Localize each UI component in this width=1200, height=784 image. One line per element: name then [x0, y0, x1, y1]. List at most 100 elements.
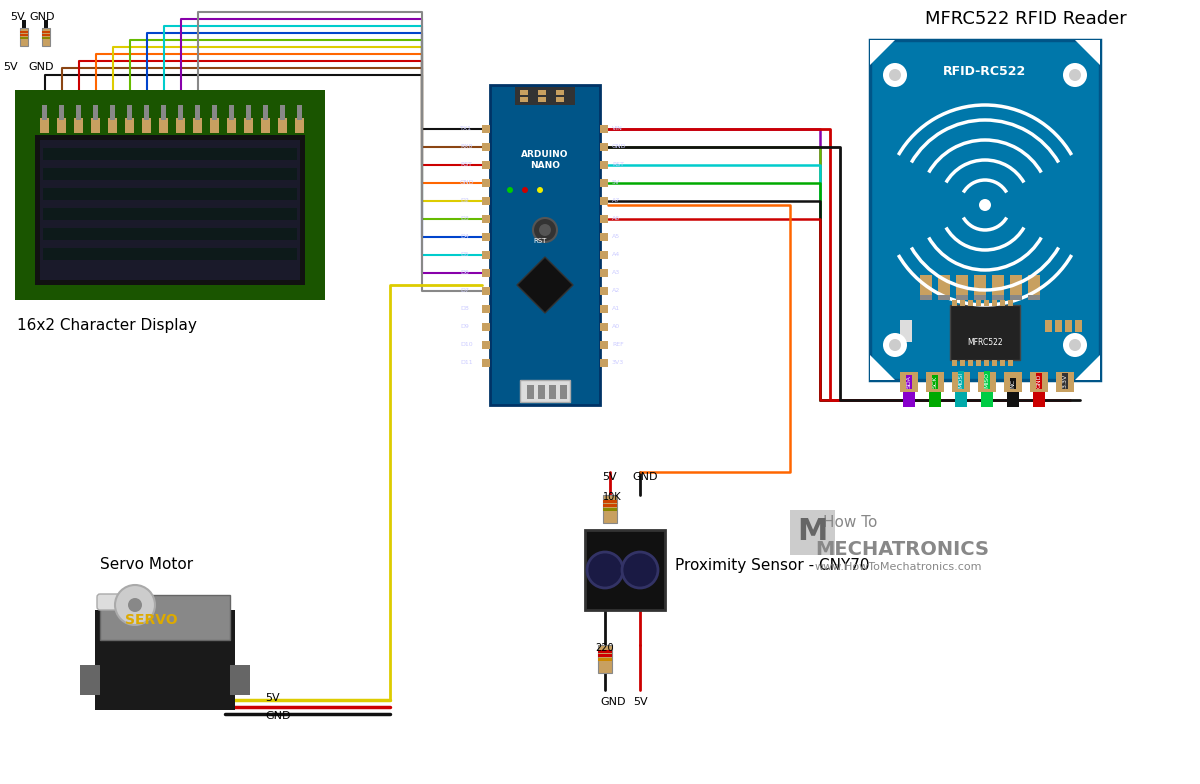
Bar	[984, 300, 989, 306]
Bar	[43, 168, 298, 180]
Text: GND: GND	[1037, 373, 1042, 388]
Bar	[22, 20, 26, 28]
Bar	[900, 372, 918, 392]
Bar	[920, 295, 932, 300]
Bar	[100, 595, 230, 640]
Text: D5: D5	[460, 252, 469, 257]
Bar	[176, 118, 185, 133]
Bar	[298, 105, 302, 120]
Text: A2: A2	[612, 288, 620, 293]
Text: D7: D7	[460, 288, 469, 293]
Bar	[94, 105, 98, 120]
Bar	[20, 28, 28, 46]
Bar	[482, 323, 490, 331]
Bar	[604, 500, 617, 503]
Bar	[527, 385, 534, 399]
Text: Proximity Sensor - CNY70: Proximity Sensor - CNY70	[674, 558, 870, 573]
Bar	[144, 105, 149, 120]
Circle shape	[1063, 63, 1087, 87]
Text: 5V: 5V	[634, 697, 648, 707]
Bar	[790, 510, 835, 555]
Circle shape	[1069, 69, 1081, 81]
Bar	[1008, 360, 1013, 366]
Bar	[938, 275, 950, 295]
Circle shape	[539, 224, 551, 236]
Bar	[482, 305, 490, 313]
Bar	[956, 295, 968, 300]
Text: ARDUINO: ARDUINO	[521, 150, 569, 159]
Bar	[20, 31, 28, 33]
Bar	[982, 392, 994, 407]
Bar	[482, 359, 490, 367]
Bar	[550, 385, 556, 399]
Bar	[598, 650, 612, 653]
Text: GND: GND	[612, 144, 626, 149]
Text: M: M	[797, 517, 827, 546]
Text: SERVO: SERVO	[125, 613, 178, 627]
Circle shape	[128, 598, 142, 612]
Bar	[598, 654, 612, 657]
Text: D8: D8	[460, 306, 469, 311]
Bar	[960, 300, 965, 306]
Bar	[556, 90, 564, 95]
Bar	[482, 143, 490, 151]
Bar	[482, 125, 490, 133]
Text: RST: RST	[460, 162, 472, 167]
Bar	[956, 275, 968, 295]
Bar	[598, 645, 612, 673]
Bar	[600, 251, 608, 259]
Bar	[600, 233, 608, 241]
Bar	[604, 495, 617, 523]
Bar	[490, 85, 600, 405]
Bar	[110, 105, 115, 120]
Bar	[926, 372, 944, 392]
Bar	[42, 105, 47, 120]
Bar	[14, 90, 325, 300]
Circle shape	[522, 187, 528, 193]
Bar	[1000, 300, 1006, 306]
Bar	[40, 140, 300, 280]
Bar	[992, 295, 1004, 300]
Bar	[600, 305, 608, 313]
Bar	[929, 392, 941, 407]
Text: MOSI: MOSI	[959, 372, 964, 388]
Bar	[978, 372, 996, 392]
Bar	[43, 148, 298, 160]
Circle shape	[622, 552, 658, 588]
Bar	[482, 341, 490, 349]
Text: A1: A1	[612, 306, 620, 311]
Bar	[992, 275, 1004, 295]
Bar	[600, 323, 608, 331]
Bar	[604, 504, 617, 507]
Text: MFRC522 RFID Reader: MFRC522 RFID Reader	[925, 10, 1127, 28]
Circle shape	[533, 218, 557, 242]
Bar	[43, 248, 298, 260]
Text: D2: D2	[460, 198, 469, 203]
Bar	[262, 118, 270, 133]
Bar	[520, 90, 528, 95]
Bar	[210, 118, 220, 133]
Bar	[1075, 320, 1082, 332]
Bar	[952, 372, 970, 392]
Text: D3: D3	[460, 216, 469, 221]
Text: GND: GND	[28, 62, 54, 72]
Bar	[193, 118, 202, 133]
Bar	[604, 508, 617, 511]
Text: A0: A0	[612, 324, 620, 329]
Text: 3.3V: 3.3V	[1062, 374, 1068, 388]
Bar	[1007, 392, 1019, 407]
Bar	[244, 118, 253, 133]
Bar	[1028, 275, 1040, 295]
Text: D10: D10	[460, 342, 473, 347]
Text: RX0: RX0	[460, 144, 473, 149]
Bar	[600, 161, 608, 169]
Bar	[600, 179, 608, 187]
Bar	[20, 37, 28, 39]
Bar	[600, 341, 608, 349]
Bar	[80, 665, 100, 695]
Bar	[278, 118, 287, 133]
Bar	[95, 610, 235, 710]
Bar	[246, 105, 251, 120]
Bar	[600, 143, 608, 151]
Text: GND: GND	[632, 472, 658, 482]
